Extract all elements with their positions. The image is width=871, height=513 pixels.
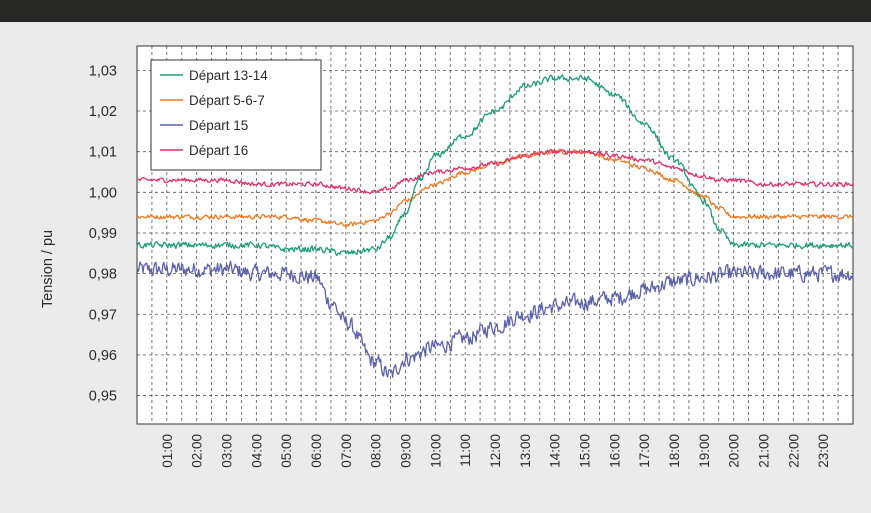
x-tick-label: 10:00: [428, 434, 443, 468]
x-tick-label: 17:00: [637, 434, 652, 468]
legend-box: [150, 59, 322, 171]
x-tick-label: 18:00: [667, 434, 682, 468]
legend-entry: Départ 13-14: [189, 68, 268, 83]
y-tick-label: 1,00: [89, 185, 117, 201]
x-tick-label: 08:00: [369, 434, 384, 468]
x-tick-label: 23:00: [816, 434, 831, 468]
y-tick-label: 0,96: [89, 348, 117, 364]
y-tick-label: 0,95: [89, 389, 117, 405]
x-tick-label: 06:00: [309, 434, 324, 468]
y-axis-label: Tension / pu: [40, 230, 56, 308]
x-tick-label: 07:00: [339, 434, 354, 468]
x-tick-label: 05:00: [279, 434, 294, 468]
series-line-d-part-15: [136, 260, 854, 378]
x-tick-label: 04:00: [249, 434, 264, 468]
x-tick-label: 02:00: [190, 434, 205, 468]
y-tick-label: 0,98: [89, 267, 117, 283]
x-tick-label: 03:00: [220, 434, 235, 468]
x-tick-label: 19:00: [697, 434, 712, 468]
y-tick-label: 1,01: [89, 145, 117, 161]
y-tick-label: 0,97: [89, 307, 117, 323]
y-tick-label: 0,99: [89, 226, 117, 242]
x-tick-label: 16:00: [607, 434, 622, 468]
legend-entry: Départ 5-6-7: [189, 93, 265, 108]
legend-entry: Départ 16: [189, 143, 248, 158]
x-tick-label: 21:00: [757, 434, 772, 468]
plot-border: [136, 45, 854, 425]
x-tick-label: 22:00: [786, 434, 801, 468]
x-tick-label: 12:00: [488, 434, 503, 468]
y-tick-label: 1,02: [89, 104, 117, 120]
y-tick-label: 1,03: [89, 63, 117, 79]
x-tick-label: 14:00: [548, 434, 563, 468]
legend-entry: Départ 15: [189, 118, 248, 133]
x-tick-label: 20:00: [727, 434, 742, 468]
x-tick-label: 09:00: [399, 434, 414, 468]
x-tick-label: 11:00: [458, 434, 473, 467]
series-line-d-part-13-14: [136, 74, 854, 257]
x-tick-label: 01:00: [160, 434, 175, 468]
x-tick-label: 15:00: [578, 434, 593, 468]
top-bar: [0, 0, 871, 22]
x-tick-label: 13:00: [518, 434, 533, 468]
series-line-d-part-16: [136, 148, 854, 195]
